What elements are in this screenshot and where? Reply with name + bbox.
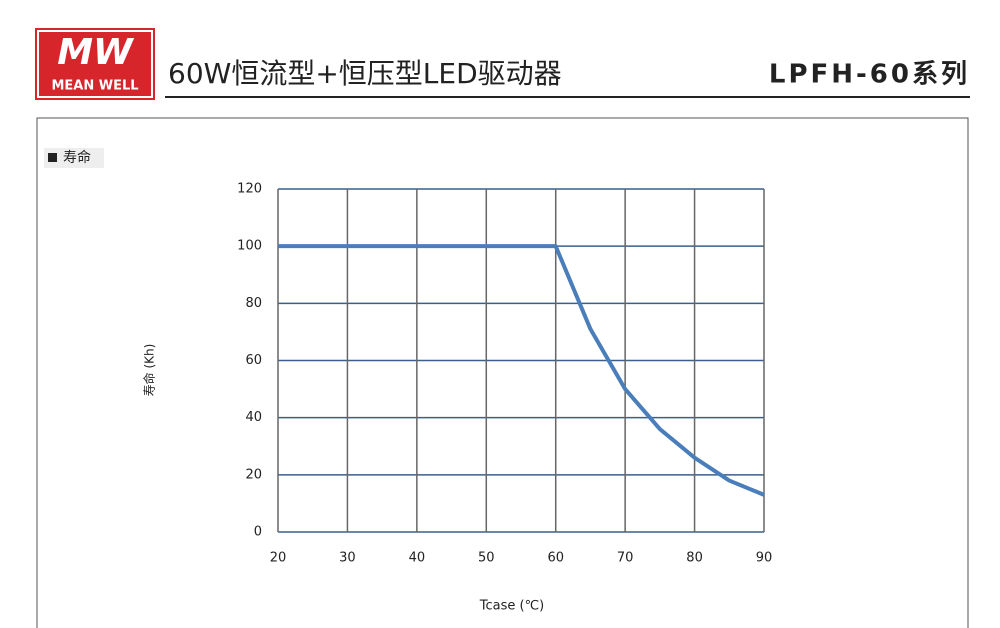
y-tick-label: 120 — [237, 182, 262, 197]
x-tick-label: 90 — [756, 551, 773, 566]
model-name: LPFH-60系列 — [769, 60, 970, 90]
x-tick-label: 70 — [617, 551, 634, 566]
content-box — [36, 117, 969, 628]
data-line — [278, 244, 765, 497]
y-tick-label: 0 — [254, 525, 262, 540]
y-tick-label: 80 — [245, 296, 262, 311]
x-tick-label: 50 — [478, 551, 495, 566]
section-label: 寿命 — [63, 149, 91, 166]
doc-title: 60W恒流型+恒压型LED驱动器 — [168, 57, 562, 90]
x-tick-label: 20 — [270, 551, 287, 566]
x-tick-label: 30 — [339, 551, 356, 566]
y-tick-label: 40 — [245, 410, 262, 425]
logo — [35, 28, 155, 100]
x-axis-label: Tcase (℃) — [479, 599, 545, 614]
section-tag — [44, 148, 104, 168]
section-bullet — [48, 153, 57, 162]
y-axis-label: 寿命 (Kh) — [142, 344, 157, 397]
y-tick-label: 100 — [237, 239, 262, 254]
logo-frame — [37, 30, 153, 98]
y-tick-label: 20 — [245, 467, 262, 482]
x-tick-label: 80 — [686, 551, 703, 566]
logo-mark: MW — [57, 32, 135, 73]
logo-text: MEAN WELL — [51, 79, 138, 94]
y-tick-label: 60 — [245, 353, 262, 368]
x-tick-label: 40 — [409, 551, 426, 566]
x-tick-label: 60 — [547, 551, 564, 566]
